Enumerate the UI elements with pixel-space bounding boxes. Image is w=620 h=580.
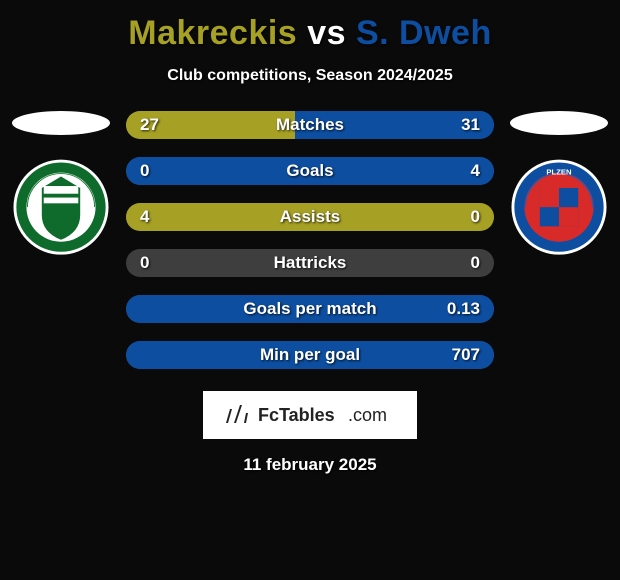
right-player-silhouette — [510, 111, 608, 135]
subtitle: Club competitions, Season 2024/2025 — [0, 67, 620, 85]
stat-right-value: 0 — [471, 253, 480, 273]
svg-text:.com: .com — [348, 405, 387, 425]
stat-label: Assists — [126, 207, 494, 227]
right-side: PLZEN — [506, 109, 612, 263]
stat-row: 4Assists0 — [126, 203, 494, 231]
stat-right-value: 31 — [461, 115, 480, 135]
stat-row: 0Goals4 — [126, 157, 494, 185]
stat-row: Goals per match0.13 — [126, 295, 494, 323]
player1-name: Makreckis — [128, 14, 297, 52]
stat-right-value: 4 — [471, 161, 480, 181]
stat-label: Matches — [126, 115, 494, 135]
svg-text:PLZEN: PLZEN — [546, 168, 572, 177]
title-vs: vs — [307, 14, 346, 52]
left-side — [8, 109, 114, 263]
stat-label: Goals — [126, 161, 494, 181]
stat-right-value: 0 — [471, 207, 480, 227]
stat-label: Goals per match — [126, 299, 494, 319]
stat-right-value: 707 — [452, 345, 480, 365]
stat-right-value: 0.13 — [447, 299, 480, 319]
stat-bars: 27Matches310Goals44Assists00Hattricks0Go… — [126, 111, 494, 369]
stat-row: Min per goal707 — [126, 341, 494, 369]
stat-row: 27Matches31 — [126, 111, 494, 139]
viktoria-plzen-crest: PLZEN — [511, 159, 607, 263]
comparison-infographic: Makreckis vs S. Dweh Club competitions, … — [0, 0, 620, 580]
date-label: 11 february 2025 — [0, 455, 620, 475]
page-title: Makreckis vs S. Dweh — [0, 14, 620, 53]
svg-text:FcTables: FcTables — [258, 405, 335, 425]
main-area: 27Matches310Goals44Assists00Hattricks0Go… — [0, 109, 620, 369]
stat-row: 0Hattricks0 — [126, 249, 494, 277]
player2-name: S. Dweh — [356, 14, 492, 52]
fctables-logo: FcTables .com — [203, 391, 417, 439]
stat-label: Hattricks — [126, 253, 494, 273]
left-player-silhouette — [12, 111, 110, 135]
ferencvaros-crest — [13, 159, 109, 263]
stat-label: Min per goal — [126, 345, 494, 365]
